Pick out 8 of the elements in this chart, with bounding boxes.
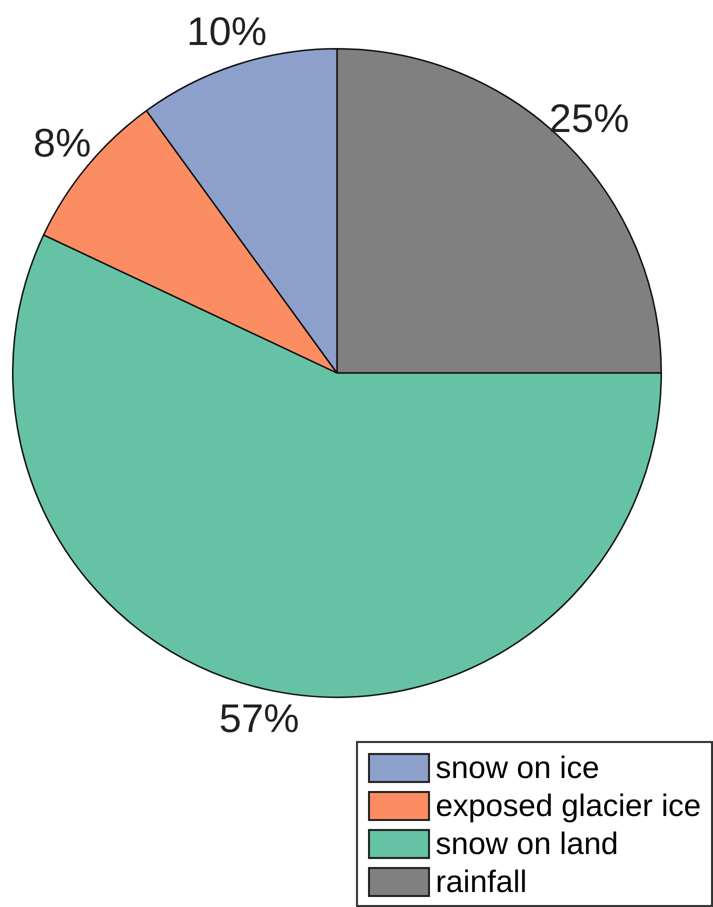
legend-label: snow on ice [436, 749, 600, 787]
legend-label: snow on land [436, 825, 618, 863]
data-label: 57% [219, 697, 300, 742]
legend-label: rainfall [436, 863, 527, 901]
data-label: 25% [549, 96, 630, 141]
data-label: 8% [33, 122, 92, 166]
legend-label: exposed glacier ice [436, 787, 701, 825]
data-label: 10% [186, 10, 267, 54]
